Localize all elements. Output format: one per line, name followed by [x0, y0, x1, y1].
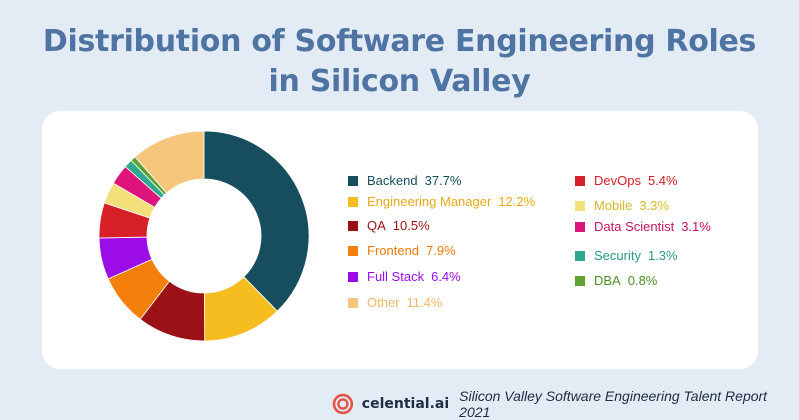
legend-item-data-scientist: Data Scientist 3.1%: [575, 219, 711, 234]
legend-value-mobile: 3.3%: [639, 198, 669, 213]
celential-logo-icon: [332, 393, 354, 415]
legend-label-data-scientist: Data Scientist: [594, 219, 675, 234]
legend-value-dba: 0.8%: [627, 273, 658, 288]
legend-item-frontend: Frontend 7.9%: [348, 243, 456, 258]
slice-backend: [203, 130, 310, 312]
legend-value-full-stack: 6.4%: [431, 269, 461, 284]
legend-label-qa: QA: [367, 218, 386, 233]
legend-item-full-stack: Full Stack 6.4%: [348, 269, 461, 284]
legend-swatch-security: [575, 250, 585, 261]
legend-value-backend: 37.7%: [424, 173, 462, 188]
legend-label-backend: Backend: [367, 173, 418, 188]
legend-item-dba: DBA 0.8%: [575, 273, 657, 288]
footer: celential.ai Silicon Valley Software Eng…: [332, 388, 799, 420]
report-name: Silicon Valley Software Engineering Tale…: [459, 388, 768, 420]
donut-chart: [98, 130, 310, 342]
legend-item-mobile: Mobile 3.3%: [575, 198, 669, 213]
legend-swatch-frontend: [348, 245, 358, 256]
legend-swatch-data-scientist: [575, 221, 585, 232]
legend-item-backend: Backend 37.7%: [348, 173, 461, 188]
legend-swatch-backend: [348, 175, 358, 186]
legend-swatch-full-stack: [348, 271, 358, 282]
brand-name: celential.ai: [361, 396, 450, 412]
legend-value-other: 11.4%: [406, 295, 443, 310]
legend-label-other: Other: [367, 295, 400, 310]
legend-label-mobile: Mobile: [594, 198, 633, 213]
legend-swatch-qa: [348, 220, 358, 231]
legend-value-engineering-manager: 12.2%: [498, 194, 536, 209]
legend-item-security: Security 1.3%: [575, 248, 678, 263]
legend-value-data-scientist: 3.1%: [681, 219, 711, 234]
legend-label-full-stack: Full Stack: [367, 269, 425, 284]
chart-title: Distribution of Software Engineering Rol…: [0, 22, 799, 102]
legend-item-qa: QA 10.5%: [348, 218, 430, 233]
legend-swatch-other: [348, 297, 358, 308]
legend-swatch-dba: [575, 275, 585, 286]
legend-swatch-mobile: [575, 200, 585, 211]
legend-value-devops: 5.4%: [647, 173, 678, 188]
legend-label-devops: DevOps: [594, 173, 641, 188]
legend-value-qa: 10.5%: [392, 218, 430, 233]
legend-label-security: Security: [594, 248, 641, 263]
legend-label-engineering-manager: Engineering Manager: [367, 194, 492, 209]
legend-item-engineering-manager: Engineering Manager 12.2%: [348, 194, 535, 209]
legend-label-dba: DBA: [594, 273, 621, 288]
slice-other: [134, 130, 205, 194]
chart-title-line-2: in Silicon Valley: [268, 64, 531, 99]
legend-label-frontend: Frontend: [367, 243, 420, 258]
legend-swatch-devops: [575, 175, 585, 186]
legend-value-security: 1.3%: [647, 248, 678, 263]
legend-item-other: Other 11.4%: [348, 295, 442, 310]
legend-value-frontend: 7.9%: [426, 243, 456, 258]
legend-item-devops: DevOps 5.4%: [575, 173, 678, 188]
legend-swatch-engineering-manager: [348, 196, 358, 207]
chart-title-line-1: Distribution of Software Engineering Rol…: [42, 24, 757, 59]
